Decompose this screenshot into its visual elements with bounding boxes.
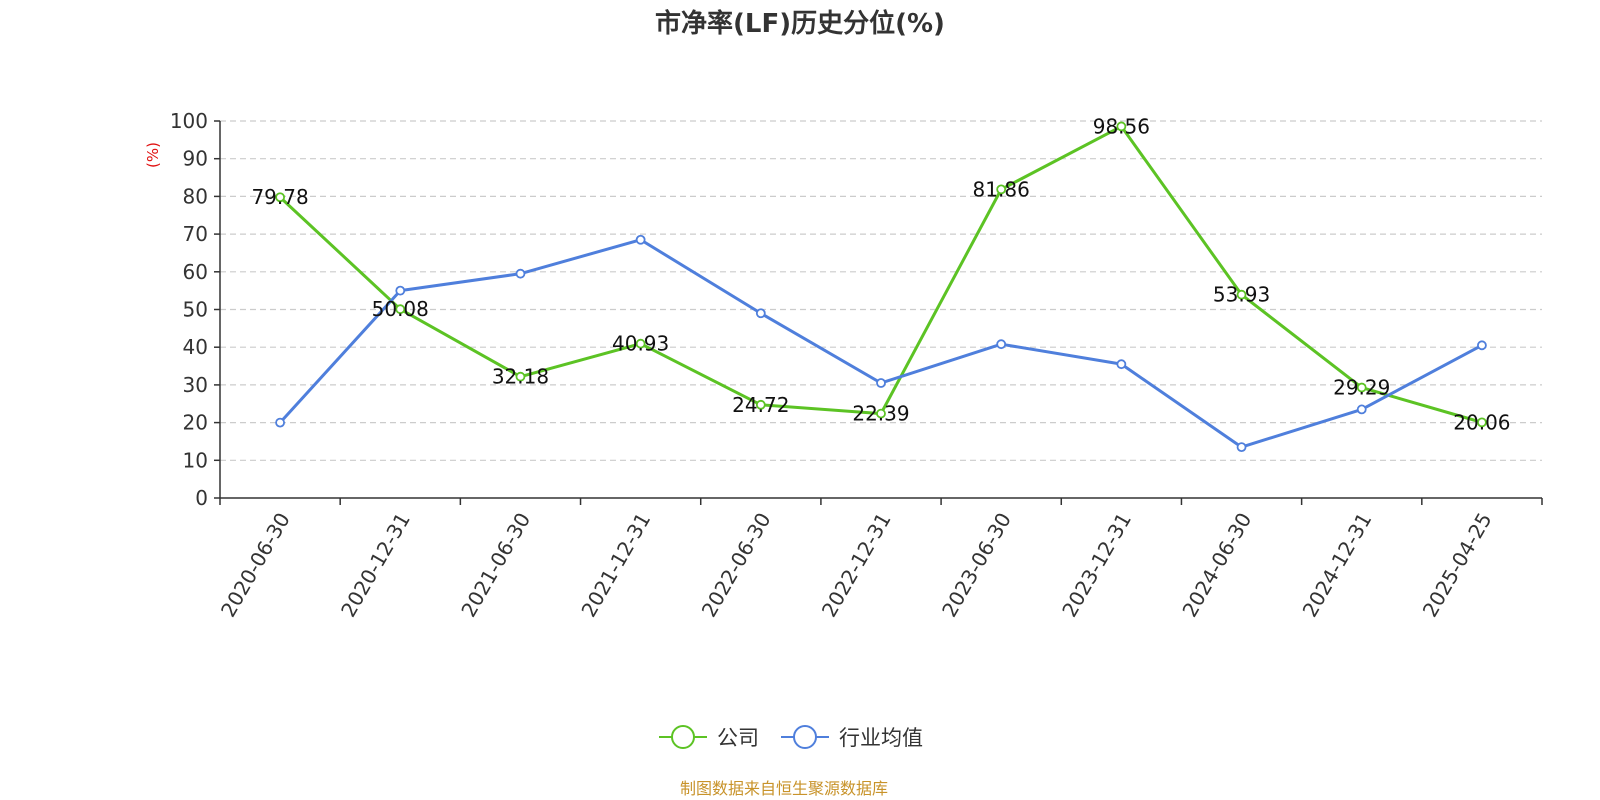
legend-label: 公司 <box>717 726 759 750</box>
data-point[interactable] <box>755 308 766 319</box>
legend-circle-icon <box>671 725 695 749</box>
x-tick-label: 2020-12-31 <box>336 508 415 621</box>
y-axis-unit-label: (%) <box>144 142 162 168</box>
x-tick-label: 2023-12-31 <box>1057 509 1136 622</box>
x-tick-label: 2021-06-30 <box>456 509 535 622</box>
x-tick-label: 2022-12-31 <box>817 509 896 622</box>
axes: 0 10 20 30 40 50 60 70 80 90 100 2020-06-30 2020-12-… <box>170 109 1543 622</box>
x-tick-label: 2024-06-30 <box>1177 509 1256 622</box>
y-tick-label: 100 <box>170 109 208 133</box>
source-note: 制图数据来自恒生聚源数据库 <box>680 779 888 798</box>
chart-title: 市净率(LF)历史分位(%) <box>655 8 945 39</box>
y-tick-label: 50 <box>183 298 208 322</box>
data-label: 79.78 <box>251 185 308 209</box>
data-label: 53.93 <box>1213 283 1270 307</box>
data-point[interactable] <box>755 399 766 410</box>
data-point[interactable] <box>876 378 886 388</box>
y-tick-label: 80 <box>183 184 208 208</box>
data-point[interactable] <box>395 285 406 296</box>
legend-item[interactable]: 公司 <box>659 725 759 750</box>
y-tick-label: 70 <box>183 222 208 246</box>
x-tick-label: 2023-06-30 <box>937 509 1016 622</box>
data-point[interactable] <box>275 417 285 428</box>
data-point[interactable] <box>996 184 1007 195</box>
data-point[interactable] <box>1116 359 1127 370</box>
gridlines <box>220 120 1542 461</box>
data-point[interactable] <box>515 268 526 279</box>
data-point[interactable] <box>1477 417 1487 428</box>
y-tick-label: 10 <box>183 448 208 472</box>
data-point[interactable] <box>275 192 285 203</box>
data-label: 24.72 <box>732 393 789 417</box>
data-point[interactable] <box>1116 121 1127 132</box>
legend[interactable]: 公司 行业均值 <box>659 725 923 750</box>
data-label: 50.08 <box>372 297 429 321</box>
y-tick-label: 20 <box>183 411 208 435</box>
y-tick-label: 0 <box>195 486 208 510</box>
x-tick-label: 2020-06-30 <box>216 509 295 622</box>
data-point[interactable] <box>1356 404 1367 415</box>
y-tick-label: 90 <box>183 147 208 171</box>
legend-item[interactable]: 行业均值 <box>781 725 923 750</box>
series-points <box>275 121 1487 453</box>
x-tick-label: 2021-12-31 <box>576 509 655 622</box>
data-label: 22.39 <box>852 402 909 426</box>
y-tick-label: 40 <box>183 335 208 359</box>
y-tick-label: 60 <box>183 260 208 284</box>
data-point[interactable] <box>515 371 526 382</box>
data-point[interactable] <box>395 304 406 315</box>
data-labels: 79.78 50.08 32.18 40.93 24.72 22.39 81.86 98.56… <box>251 114 1510 434</box>
data-label: 98.56 <box>1093 114 1150 138</box>
y-tick-label: 30 <box>183 373 208 397</box>
x-tick-label: 2024-12-31 <box>1298 509 1377 622</box>
data-point[interactable] <box>635 338 646 349</box>
x-tick-label: 2022-06-30 <box>697 509 776 622</box>
x-tick-label: 2025-04-25 <box>1418 509 1497 622</box>
data-label: 29.29 <box>1333 376 1390 400</box>
data-point[interactable] <box>1236 289 1247 300</box>
legend-circle-icon <box>793 725 817 749</box>
data-label: 32.18 <box>492 365 549 389</box>
data-label: 20.06 <box>1453 410 1510 434</box>
data-point[interactable] <box>1236 442 1247 453</box>
data-label: 81.86 <box>973 177 1030 201</box>
data-point[interactable] <box>1477 340 1487 351</box>
data-point[interactable] <box>635 234 646 245</box>
data-point[interactable] <box>996 339 1007 350</box>
data-point[interactable] <box>876 408 886 419</box>
data-point[interactable] <box>1356 382 1367 393</box>
legend-label: 行业均值 <box>839 726 923 750</box>
series-line <box>279 124 1483 424</box>
series-lines <box>278 124 1483 449</box>
data-label: 40.93 <box>612 332 669 356</box>
